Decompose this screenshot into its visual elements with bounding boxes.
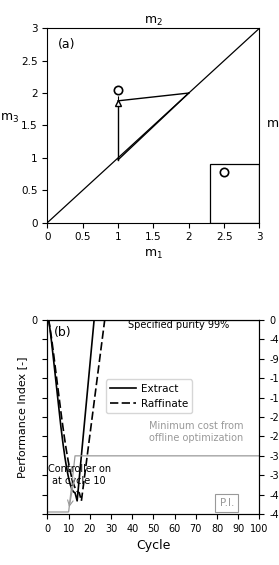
Text: P.I.: P.I. xyxy=(220,498,234,508)
Line: Extract: Extract xyxy=(47,318,259,501)
Text: Specified purity 99%: Specified purity 99% xyxy=(128,320,230,331)
Extract xyxy=(211,316,215,323)
Line: Raffinate: Raffinate xyxy=(47,318,259,501)
Title: m$_2$: m$_2$ xyxy=(144,15,163,28)
Text: (b): (b) xyxy=(54,325,71,338)
Text: Controller on
at cycle 10: Controller on at cycle 10 xyxy=(48,464,111,486)
Extract xyxy=(68,477,71,484)
Extract xyxy=(192,316,195,323)
Raffinate xyxy=(258,316,261,323)
Raffinate xyxy=(192,316,195,323)
Extract xyxy=(132,316,135,323)
X-axis label: Cycle: Cycle xyxy=(136,540,171,553)
Raffinate xyxy=(140,316,143,323)
Extract xyxy=(258,316,261,323)
Extract xyxy=(46,316,49,323)
Y-axis label: m$_3$: m$_3$ xyxy=(0,112,20,125)
Text: m$_4$: m$_4$ xyxy=(266,119,279,132)
Raffinate xyxy=(80,498,83,505)
Text: Minimum cost from
offline optimization: Minimum cost from offline optimization xyxy=(149,421,243,443)
Bar xyxy=(210,164,259,223)
Raffinate xyxy=(46,316,49,323)
Raffinate xyxy=(132,316,135,323)
Extract xyxy=(215,316,219,323)
Extract xyxy=(99,314,102,321)
Raffinate xyxy=(68,462,71,469)
Text: (a): (a) xyxy=(58,38,76,51)
X-axis label: m$_1$: m$_1$ xyxy=(144,248,163,261)
Raffinate xyxy=(211,316,215,323)
Y-axis label: Performance Index [-]: Performance Index [-] xyxy=(17,356,27,478)
Extract xyxy=(140,316,143,323)
Extract xyxy=(76,498,79,505)
Raffinate xyxy=(215,316,219,323)
Raffinate xyxy=(110,314,114,321)
Legend: Extract, Raffinate: Extract, Raffinate xyxy=(106,380,193,413)
